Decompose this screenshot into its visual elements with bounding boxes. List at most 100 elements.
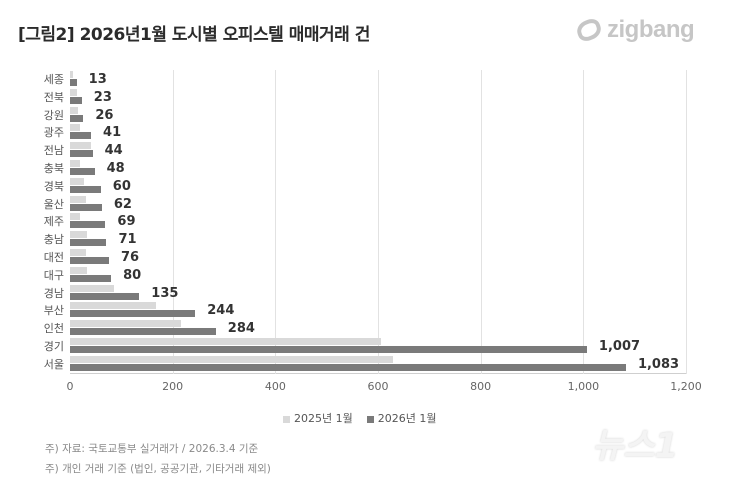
bar-2026	[70, 114, 84, 122]
category-label: 대구	[43, 268, 64, 282]
value-label: 71	[118, 232, 137, 248]
x-tick-label: 200	[162, 380, 184, 393]
bar-row: 충북 48	[44, 159, 686, 177]
category-label: 강원	[43, 108, 64, 122]
bar-2025	[70, 142, 91, 150]
bar-row: 대구 80	[44, 266, 686, 284]
bar-row: 전남 44	[44, 141, 686, 159]
category-label: 경남	[43, 286, 64, 300]
value-label: 62	[113, 196, 132, 212]
value-label: 26	[95, 107, 114, 123]
bar-2025	[70, 106, 79, 114]
gridline	[686, 70, 687, 374]
legend-item-2026: 2026년 1월	[366, 410, 436, 426]
category-label: 경북	[43, 179, 64, 193]
value-label: 284	[227, 321, 255, 337]
value-label: 244	[207, 303, 235, 319]
x-tick-label: 800	[470, 380, 492, 393]
bar-2026	[70, 363, 626, 371]
bar-2025	[70, 177, 85, 185]
bar-row: 충남 71	[44, 230, 686, 248]
bar-2026	[70, 328, 216, 336]
bar-2025	[70, 124, 81, 132]
logo-text: zigbang	[607, 16, 695, 43]
category-label: 울산	[43, 197, 64, 211]
value-label: 13	[88, 72, 107, 87]
bar-2026	[70, 310, 196, 318]
bar-2025	[70, 88, 78, 96]
category-label: 부산	[43, 304, 64, 318]
legend: 2025년 1월 2026년 1월	[283, 410, 436, 426]
bar-row: 세종 13	[44, 70, 686, 88]
value-label: 60	[112, 178, 131, 194]
x-tick-label: 600	[367, 380, 389, 393]
category-label: 세종	[43, 73, 64, 86]
bar-row: 전북 23	[44, 88, 686, 106]
bar-2026	[70, 203, 102, 211]
bar-2025	[70, 302, 156, 310]
bar-2026	[70, 150, 93, 158]
value-label: 135	[151, 285, 179, 301]
x-tick-label: 1,200	[670, 380, 702, 393]
value-label: 1,083	[637, 356, 680, 372]
bar-2025	[70, 71, 74, 78]
bar-2026	[70, 185, 101, 193]
x-tick-label: 400	[264, 380, 286, 393]
bar-row: 강원 26	[44, 106, 686, 124]
bar-2026	[70, 346, 587, 353]
bar-2026	[70, 96, 82, 104]
gridline	[583, 70, 585, 374]
bar-row: 부산 244	[44, 301, 686, 319]
bar-2025	[70, 355, 394, 363]
bar-2026	[70, 292, 140, 300]
gridline	[378, 70, 379, 374]
value-label: 80	[123, 267, 142, 283]
legend-item-2025: 2025년 1월	[283, 410, 353, 426]
bar-row: 경기 1,007	[44, 337, 686, 355]
bar-2025	[70, 195, 87, 203]
category-label: 인천	[43, 322, 64, 336]
bar-chart-plot: 세종 13 전북 23 강원 26 광주 41 전남 44 충북 48 경북 60 울산 62…	[44, 70, 687, 374]
value-label: 48	[106, 161, 125, 176]
bar-row: 인천 284	[44, 319, 686, 337]
bar-2025	[70, 231, 88, 239]
category-label: 충남	[43, 233, 64, 247]
bar-row: 제주 69	[44, 212, 686, 230]
bar-2026	[70, 274, 112, 282]
value-label: 44	[104, 143, 123, 159]
bar-2025	[70, 338, 381, 345]
legend-swatch-2026	[366, 415, 374, 423]
gridline	[275, 70, 277, 374]
bar-2026	[70, 221, 106, 229]
gridline	[172, 70, 174, 374]
zigbang-logo: zigbang	[574, 16, 695, 44]
value-label: 1,007	[598, 339, 641, 354]
bar-2026	[70, 79, 77, 86]
gridline	[480, 70, 482, 374]
chart-title: [그림2] 2026년1월 도시별 오피스텔 매매거래 건	[18, 25, 370, 45]
value-label: 23	[93, 89, 112, 105]
category-label: 대전	[43, 251, 64, 264]
category-label: 충북	[43, 162, 64, 175]
bar-row: 경남 135	[44, 284, 686, 302]
bar-row: 서울 1,083	[44, 355, 686, 373]
category-label: 서울	[43, 357, 64, 371]
bar-2025	[70, 213, 81, 221]
news1-watermark: 뉴스1	[592, 426, 679, 466]
category-label: 전남	[43, 144, 64, 158]
category-label: 광주	[43, 126, 64, 140]
bar-row: 광주 41	[44, 123, 686, 141]
bar-row: 경북 60	[44, 177, 686, 195]
bar-2026	[70, 132, 92, 140]
value-label: 69	[117, 214, 136, 230]
bar-row: 울산 62	[44, 195, 686, 213]
category-label: 경기	[43, 340, 64, 353]
bar-2025	[70, 160, 81, 167]
bar-2025	[70, 266, 87, 274]
x-tick-label: 1,000	[567, 380, 600, 393]
bar-2026	[70, 239, 107, 247]
x-tick-label: 0	[66, 380, 74, 393]
value-label: 41	[103, 125, 122, 141]
source-note: 주) 자료: 국토교통부 실거래가 / 2026.3.4 기준	[45, 443, 259, 455]
bar-row: 대전 76	[44, 248, 686, 266]
